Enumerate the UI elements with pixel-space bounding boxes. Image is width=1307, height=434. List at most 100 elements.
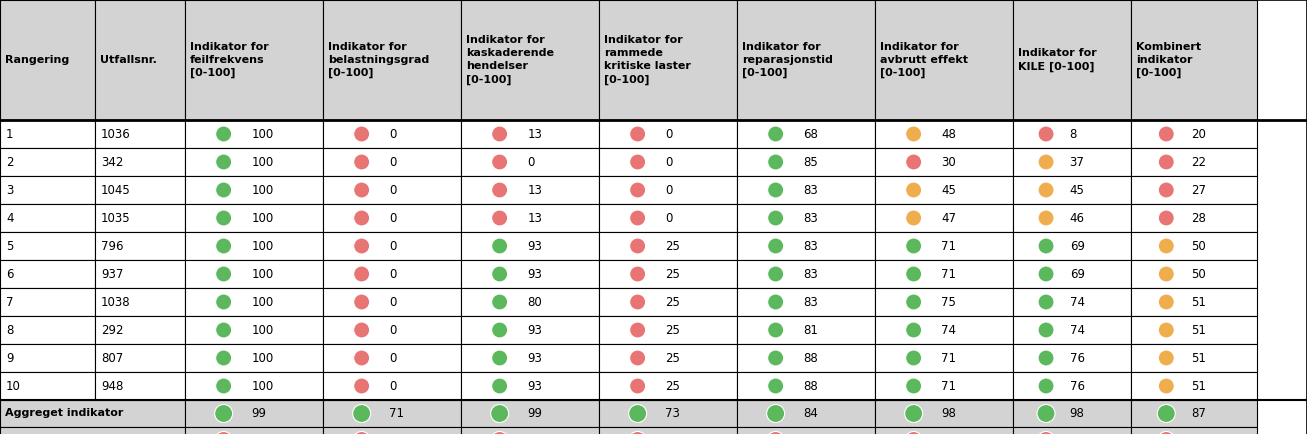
Bar	[874, 148, 1013, 176]
Ellipse shape	[354, 378, 370, 394]
Ellipse shape	[1157, 404, 1175, 423]
Text: 292: 292	[101, 323, 123, 336]
Text: 0: 0	[389, 352, 396, 365]
Ellipse shape	[354, 126, 370, 142]
Bar	[323, 176, 461, 204]
Text: 93: 93	[527, 352, 542, 365]
Text: Kombinert
indikator
[0-100]: Kombinert indikator [0-100]	[1136, 42, 1201, 78]
Text: Indikator for
avbrutt effekt
[0-100]: Indikator for avbrutt effekt [0-100]	[880, 42, 968, 78]
Bar	[599, 0, 737, 120]
Bar	[1013, 344, 1131, 372]
Bar	[0, 344, 95, 372]
Text: 20: 20	[1192, 128, 1206, 141]
Bar	[0, 288, 95, 316]
Bar	[323, 288, 461, 316]
Ellipse shape	[767, 431, 784, 434]
Text: 83: 83	[804, 267, 818, 280]
Ellipse shape	[767, 210, 784, 226]
Text: Indikator for
kaskaderende
hendelser
[0-100]: Indikator for kaskaderende hendelser [0-…	[467, 35, 554, 85]
Ellipse shape	[214, 431, 233, 434]
Text: 807: 807	[101, 352, 123, 365]
Text: 76: 76	[1069, 352, 1085, 365]
Ellipse shape	[767, 238, 784, 254]
Bar	[1131, 260, 1257, 288]
Text: 93: 93	[527, 379, 542, 392]
Bar	[874, 204, 1013, 232]
Ellipse shape	[1038, 266, 1053, 282]
Text: 937: 937	[101, 267, 123, 280]
Ellipse shape	[906, 322, 921, 338]
Text: 0: 0	[389, 323, 396, 336]
Text: 100: 100	[251, 211, 273, 224]
Text: Utfallsnr.: Utfallsnr.	[101, 55, 157, 65]
Text: 1035: 1035	[101, 211, 131, 224]
Ellipse shape	[1038, 126, 1053, 142]
Ellipse shape	[491, 210, 507, 226]
Ellipse shape	[906, 266, 921, 282]
Bar	[186, 204, 323, 232]
Bar	[461, 0, 599, 120]
Text: 69: 69	[1069, 267, 1085, 280]
Bar	[323, 400, 461, 427]
Ellipse shape	[767, 404, 784, 423]
Ellipse shape	[491, 154, 507, 170]
Bar	[186, 427, 323, 434]
Text: 948: 948	[101, 379, 123, 392]
Bar	[186, 372, 323, 400]
Text: 0: 0	[389, 267, 396, 280]
Bar	[95, 344, 186, 372]
Bar	[461, 148, 599, 176]
Bar	[874, 176, 1013, 204]
Bar	[323, 344, 461, 372]
Ellipse shape	[491, 322, 507, 338]
Text: 796: 796	[101, 240, 123, 253]
Ellipse shape	[1158, 322, 1174, 338]
Bar	[95, 0, 186, 120]
Text: 71: 71	[389, 407, 404, 420]
Ellipse shape	[216, 322, 231, 338]
Ellipse shape	[630, 294, 646, 310]
Ellipse shape	[216, 238, 231, 254]
Bar	[599, 344, 737, 372]
Bar	[737, 427, 874, 434]
Bar	[1131, 204, 1257, 232]
Text: 71: 71	[941, 267, 957, 280]
Text: 13: 13	[527, 211, 542, 224]
Text: 27: 27	[1192, 184, 1206, 197]
Ellipse shape	[1038, 294, 1053, 310]
Ellipse shape	[1038, 210, 1053, 226]
Bar	[1131, 344, 1257, 372]
Bar	[737, 260, 874, 288]
Bar	[95, 260, 186, 288]
Ellipse shape	[491, 182, 507, 198]
Text: 0: 0	[389, 296, 396, 309]
Bar	[0, 176, 95, 204]
Text: 80: 80	[527, 296, 542, 309]
Ellipse shape	[906, 154, 921, 170]
Bar	[1131, 176, 1257, 204]
Bar	[461, 344, 599, 372]
Text: 85: 85	[804, 155, 818, 168]
Text: 100: 100	[251, 240, 273, 253]
Bar	[737, 344, 874, 372]
Text: 0: 0	[389, 184, 396, 197]
Text: 74: 74	[1069, 296, 1085, 309]
Bar	[461, 372, 599, 400]
Ellipse shape	[216, 266, 231, 282]
Text: 100: 100	[251, 155, 273, 168]
Text: 50: 50	[1192, 267, 1206, 280]
Bar	[599, 400, 737, 427]
Ellipse shape	[1038, 154, 1053, 170]
Bar	[874, 316, 1013, 344]
Text: 51: 51	[1192, 379, 1206, 392]
Text: 93: 93	[527, 267, 542, 280]
Text: 100: 100	[251, 184, 273, 197]
Bar	[461, 204, 599, 232]
Text: 2: 2	[7, 155, 13, 168]
Ellipse shape	[630, 266, 646, 282]
Ellipse shape	[1158, 294, 1174, 310]
Bar	[599, 316, 737, 344]
Text: Indikator for
belastningsgrad
[0-100]: Indikator for belastningsgrad [0-100]	[328, 42, 429, 78]
Ellipse shape	[630, 210, 646, 226]
Bar	[1013, 204, 1131, 232]
